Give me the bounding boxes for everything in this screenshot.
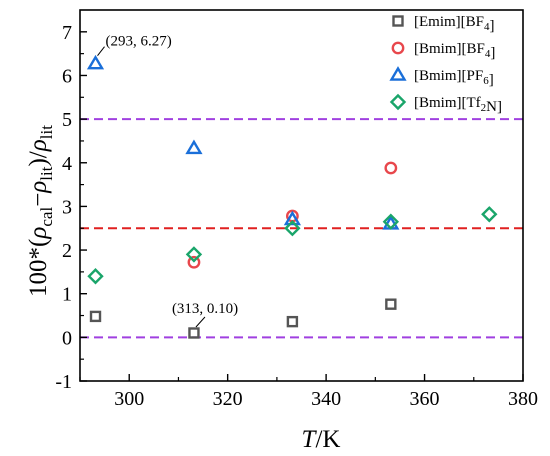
- data-points: [86, 54, 498, 339]
- annotation-label: (313, 0.10): [172, 301, 238, 317]
- x-tick-label: 300: [114, 388, 144, 410]
- data-point: [384, 161, 398, 175]
- annotations: (293, 6.27) (313, 0.10): [97, 34, 238, 328]
- data-point: [284, 220, 301, 237]
- plot-frame: [79, 9, 524, 382]
- y-tick-label: 3: [62, 196, 72, 218]
- y-tick-label: 6: [62, 65, 72, 87]
- data-point: [286, 315, 299, 328]
- annotation-leader: [97, 46, 105, 56]
- legend-marker: [392, 15, 404, 27]
- data-point: [87, 268, 104, 285]
- data-point: [283, 210, 301, 226]
- y-tick-label: -1: [55, 371, 72, 393]
- y-tick-label: 4: [62, 153, 72, 175]
- y-tick-label: 7: [62, 22, 72, 44]
- legend-label: [Bmim][PF6]: [414, 68, 494, 88]
- y-tick-label: 5: [62, 109, 72, 131]
- x-tick-label: 340: [311, 388, 341, 410]
- annotation-label: (293, 6.27): [106, 34, 172, 50]
- data-point: [86, 54, 105, 70]
- data-point: [188, 327, 200, 339]
- data-point: [185, 246, 203, 263]
- reference-lines: [80, 118, 523, 339]
- x-tick-label: 320: [213, 388, 243, 410]
- x-tick-label: 380: [508, 388, 538, 410]
- legend-label: [Emim][BF4]: [414, 14, 495, 34]
- data-point: [481, 206, 498, 223]
- y-tick-label: 2: [62, 240, 72, 262]
- legend-label: [Bmim][Tf2N]: [414, 95, 502, 115]
- y-axis-title: 100*(ρcal−ρlit)/ρlit: [25, 125, 56, 297]
- y-tick-label: 1: [62, 284, 72, 306]
- legend-marker: [389, 93, 407, 111]
- data-point: [187, 255, 201, 269]
- legend: [Emim][BF4] [Bmim][BF4] [Bmim][PF6] [Bmim][…: [389, 14, 502, 115]
- x-tick-label: 360: [410, 388, 440, 410]
- data-point: [185, 139, 203, 155]
- axes: 300 320 340 360 380 -1 0 1 2 3 4 5 6 7: [55, 9, 538, 410]
- data-point: [89, 310, 102, 323]
- legend-marker: [389, 66, 407, 81]
- y-tick-label: 0: [62, 327, 72, 349]
- legend-label: [Bmim][BF4]: [414, 41, 495, 61]
- legend-marker: [391, 41, 405, 55]
- data-point: [385, 298, 397, 310]
- annotation-leader: [195, 316, 206, 328]
- x-axis-title: T/K: [302, 426, 341, 453]
- data-point: [382, 213, 400, 230]
